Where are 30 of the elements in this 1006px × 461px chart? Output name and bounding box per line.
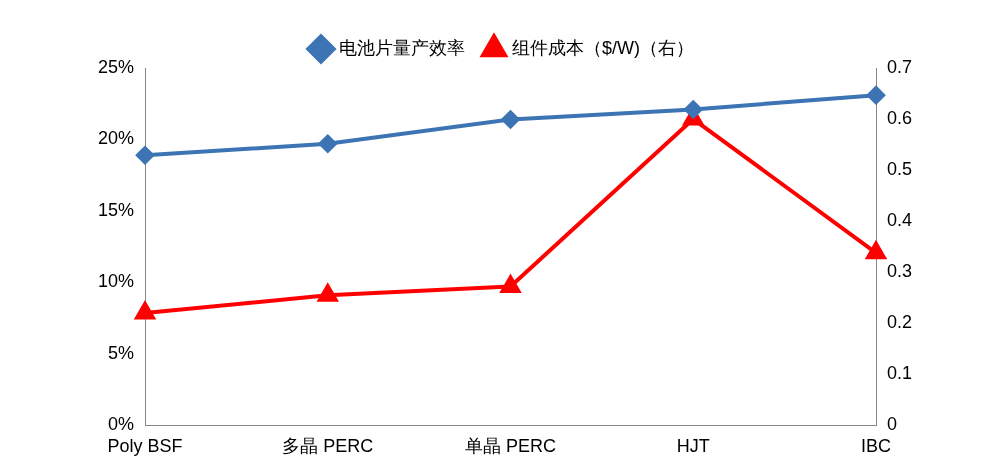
x-tick-label: 单晶 PERC xyxy=(464,436,557,457)
x-tick-label: 多晶 PERC xyxy=(282,436,374,457)
point xyxy=(317,284,338,302)
y-tick-label: 5% xyxy=(107,342,134,363)
x-tick-label: HJT xyxy=(676,436,710,457)
y2-tick-label: 0.7 xyxy=(887,56,913,77)
y2-tick-label: 0.6 xyxy=(887,108,913,129)
y2-tick-label: 0.5 xyxy=(887,159,913,180)
y2-tick-label: 0.4 xyxy=(887,210,913,231)
y2-tick-label: 0.2 xyxy=(887,312,913,333)
point xyxy=(135,302,155,320)
y-tick-label: 25% xyxy=(97,56,134,77)
x-tick-label: Poly BSF xyxy=(107,436,183,457)
point xyxy=(499,273,522,294)
y-tick-label: 0% xyxy=(107,414,134,435)
y-tick-label: 15% xyxy=(97,199,134,220)
legend-label: 组件成本（$/W)（右） xyxy=(512,37,694,58)
point xyxy=(318,134,337,153)
point xyxy=(136,146,154,165)
y2-tick-label: 0.3 xyxy=(887,261,913,282)
x-tick-label: IBC xyxy=(860,436,892,457)
point xyxy=(866,241,886,260)
point xyxy=(501,110,520,129)
legend-label: 电池片量产效率 xyxy=(339,37,465,58)
y2-tick-label: 0 xyxy=(887,414,898,435)
point xyxy=(867,86,885,105)
y2-tick-label: 0.1 xyxy=(887,363,913,384)
y-tick-label: 10% xyxy=(97,271,134,292)
point xyxy=(684,100,703,119)
y-tick-label: 20% xyxy=(97,128,134,149)
